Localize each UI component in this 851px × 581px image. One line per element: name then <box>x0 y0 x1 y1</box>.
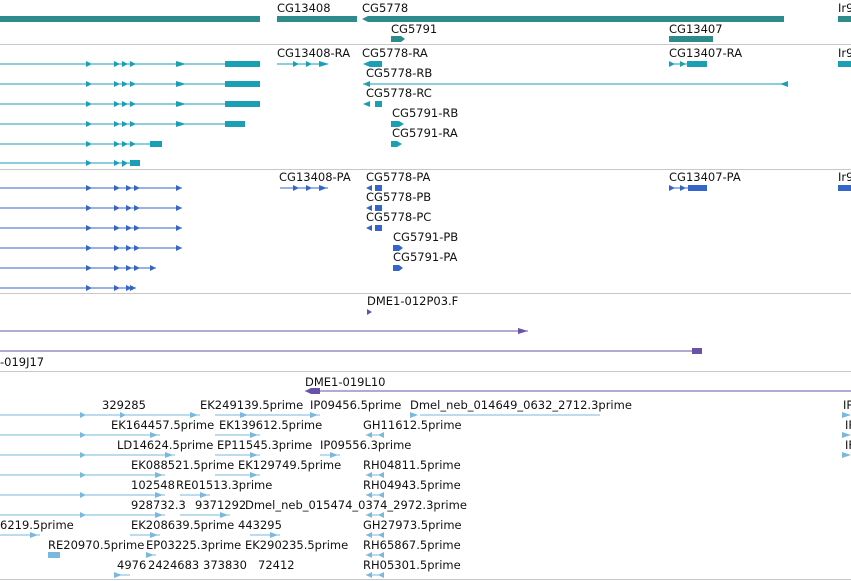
gene-label: CG5778 <box>362 1 408 15</box>
est-label[interactable]: RE01513.3prime <box>176 478 272 492</box>
est-label[interactable]: IP <box>845 418 851 432</box>
est-label[interactable]: IP09556.3prime <box>320 438 411 452</box>
est-label[interactable]: GH27973.5prime <box>363 518 462 532</box>
transcript-label[interactable]: CG5791-RB <box>392 106 458 120</box>
protein-label[interactable]: CG13408-PA <box>279 170 351 184</box>
est-label[interactable]: EK208639.5prime <box>131 518 234 532</box>
gene-feature[interactable]: CG5791 <box>391 22 437 42</box>
est-label[interactable]: RH05301.5prime <box>363 558 461 572</box>
est-label[interactable]: EP03225.3prime <box>146 538 241 552</box>
est-label[interactable]: RH65867.5prime <box>363 538 461 552</box>
est-track: 329285 EK249139.5prime IP09456.5prime Dm… <box>0 398 851 578</box>
est-label[interactable]: 329285 <box>102 398 146 412</box>
est-label[interactable]: EK129749.5prime <box>238 458 341 472</box>
est-label[interactable]: 4976 <box>117 558 146 572</box>
gene-feature[interactable]: CG5778 <box>362 1 784 22</box>
clone-label[interactable]: -019J17 <box>0 355 44 369</box>
est-label[interactable]: 373830 <box>203 558 247 572</box>
gene-label: CG13407 <box>669 22 723 36</box>
protein-label[interactable]: CG5778-PA <box>366 170 431 184</box>
gene-track: CG13408 CG5778 CG5791 CG13407 Ir9 <box>0 1 851 42</box>
est-label[interactable]: RH04943.5prime <box>363 478 461 492</box>
est-label[interactable]: 2424683 <box>148 558 199 572</box>
gene-label: CG5791 <box>391 22 437 36</box>
est-label[interactable]: EK139612.5prime <box>219 418 322 432</box>
est-label[interactable]: IP <box>843 398 851 412</box>
protein-label[interactable]: CG5791-PB <box>393 230 458 244</box>
est-label[interactable]: EK164457.5prime <box>111 418 214 432</box>
transcript-exons <box>86 61 851 167</box>
est-label[interactable]: IF <box>845 438 851 452</box>
est-label[interactable]: RH04811.5prime <box>363 458 461 472</box>
est-label[interactable]: 443295 <box>238 518 282 532</box>
transcript-track: CG13408-RA CG5778-RA CG5778-RB CG5778-RC… <box>0 46 851 167</box>
est-label[interactable]: Dmel_neb_015474_0374_2972.3prime <box>245 498 467 512</box>
protein-exons <box>86 185 851 291</box>
protein-label[interactable]: CG13407-PA <box>669 170 741 184</box>
est-label[interactable]: EP11545.3prime <box>217 438 312 452</box>
clone-label[interactable]: DME1-019L10 <box>305 375 386 389</box>
transcript-label[interactable]: Ir9 <box>838 46 851 60</box>
est-label[interactable]: 6219.5prime <box>0 518 74 532</box>
gene-label: CG13408 <box>277 1 331 15</box>
est-label[interactable]: EK088521.5prime <box>131 458 234 472</box>
est-label[interactable]: 102548 <box>131 478 175 492</box>
track-separators <box>0 44 851 580</box>
gene-feature[interactable] <box>0 16 260 22</box>
transcript-label[interactable]: CG5791-RA <box>392 126 458 140</box>
transcript-label[interactable]: CG13408-RA <box>277 46 350 60</box>
gene-label: Ir9 <box>838 1 851 15</box>
protein-track: CG13408-PA CG5778-PA CG5778-PB CG5778-PC… <box>0 170 851 291</box>
est-label[interactable]: IP09456.5prime <box>310 398 401 412</box>
est-label[interactable]: RE20970.5prime <box>48 538 144 552</box>
protein-label[interactable]: CG5791-PA <box>393 250 458 264</box>
protein-intron-lines <box>0 187 706 289</box>
protein-label[interactable]: CG5778-PB <box>366 190 431 204</box>
transcript-label[interactable]: CG5778-RA <box>362 46 428 60</box>
est-label[interactable]: Dmel_neb_014649_0632_2712.3prime <box>410 398 632 412</box>
est-label[interactable]: EK249139.5prime <box>200 398 303 412</box>
transcript-label[interactable]: CG5778-RC <box>366 86 432 100</box>
est-label[interactable]: EK290235.5prime <box>245 538 348 552</box>
gene-feature[interactable]: Ir9 <box>838 1 851 22</box>
transcript-label[interactable]: CG5778-RB <box>366 66 432 80</box>
transcript-label[interactable]: CG13407-RA <box>669 46 742 60</box>
est-label[interactable]: GH11612.5prime <box>363 418 462 432</box>
est-label[interactable]: 928732.3 <box>131 498 186 512</box>
est-label[interactable]: 72412 <box>258 558 295 572</box>
gene-feature[interactable]: CG13407 <box>669 22 723 42</box>
clone-label[interactable]: DME1-012P03.F <box>367 294 458 308</box>
est-label[interactable]: 9371292 <box>195 498 246 512</box>
gene-feature[interactable]: CG13408 <box>277 1 357 22</box>
clone-track: DME1-012P03.F -019J17 DME1-019L10 <box>0 294 851 394</box>
est-label[interactable]: LD14624.5prime <box>117 438 213 452</box>
protein-label[interactable]: CG5778-PC <box>366 210 431 224</box>
protein-label[interactable]: Ir9 <box>838 170 851 184</box>
